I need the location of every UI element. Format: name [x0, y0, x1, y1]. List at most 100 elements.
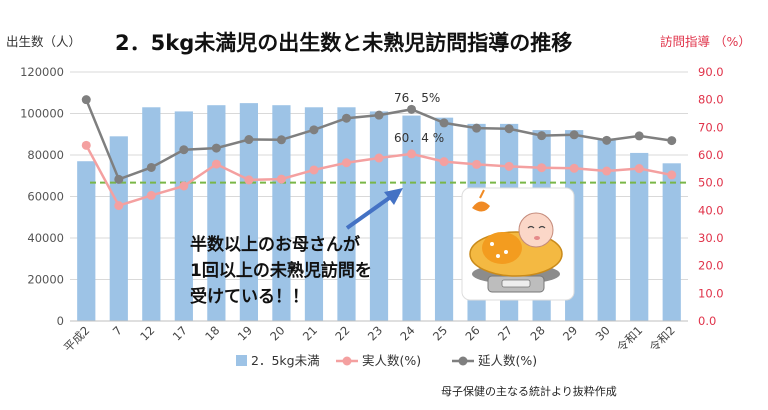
left-axis-title: 出生数（人）: [6, 34, 81, 49]
right-tick-label: 60.0: [698, 148, 724, 162]
bar: [174, 111, 193, 321]
legend-label-bars: 2．5kg未満: [251, 353, 320, 368]
x-tick-label: 24: [397, 323, 417, 343]
jitsu-point: [472, 159, 482, 169]
left-tick-label: 80000: [27, 148, 64, 162]
jitsu-point: [211, 159, 221, 169]
jitsu-point: [634, 164, 644, 174]
x-tick-label: 30: [593, 323, 613, 343]
nobe-point: [211, 143, 221, 153]
right-tick-label: 0.0: [698, 314, 716, 328]
bar: [630, 152, 649, 321]
bar: [304, 107, 324, 322]
x-tick-label: 20: [267, 323, 287, 343]
bar: [434, 117, 454, 322]
left-tick-label: 0: [57, 314, 64, 328]
x-tick-label: 18: [202, 323, 222, 343]
bar: [337, 107, 356, 322]
legend-item-nobe: 延人数(%): [452, 353, 537, 368]
nobe-point: [179, 145, 189, 155]
bar: [239, 103, 259, 321]
nobe-point: [667, 136, 677, 146]
bar-series: [77, 103, 681, 322]
nobe-point: [244, 135, 254, 145]
x-tick-label: 21: [300, 323, 320, 343]
legend-swatch-bars: [236, 355, 247, 366]
jitsu-point: [341, 158, 351, 168]
jitsu-point: [179, 181, 189, 191]
nobe-point: [374, 110, 384, 120]
bar: [77, 161, 96, 321]
nobe-point: [537, 131, 547, 141]
bar: [597, 138, 616, 321]
left-tick-label: 40000: [27, 231, 64, 245]
x-tick-label: 令和2: [647, 323, 678, 354]
nobe-point: [114, 174, 124, 184]
x-tick-label: 19: [235, 323, 255, 343]
right-tick-label: 40.0: [698, 203, 724, 217]
x-tick-label: 平成2: [61, 323, 92, 354]
legend-label-nobe: 延人数(%): [478, 353, 537, 368]
annotation-line-2: 1回以上の未熟児訪問を: [190, 260, 372, 281]
source-note: 母子保健の主なる統計より抜粋作成: [441, 384, 617, 398]
legend: 2．5kg未満 実人数(%) 延人数(%): [236, 353, 537, 368]
nobe-point: [569, 130, 579, 140]
bar: [142, 107, 161, 322]
left-tick-label: 120000: [20, 65, 64, 79]
legend-marker-jitsu: [342, 356, 352, 366]
jitsu-point: [374, 153, 384, 163]
bar: [207, 105, 226, 321]
jitsu-point: [537, 163, 547, 173]
legend-item-jitsu: 実人数(%): [336, 353, 421, 368]
nobe-point: [407, 104, 417, 114]
right-tick-label: 10.0: [698, 286, 724, 300]
jitsu-point: [114, 201, 124, 211]
jitsu-point: [667, 170, 677, 180]
jitsu-point: [504, 161, 514, 171]
x-tick-label: 令和1: [614, 323, 645, 354]
left-tick-label: 60000: [27, 190, 64, 204]
left-tick-label: 20000: [27, 273, 64, 287]
legend-item-bars: 2．5kg未満: [236, 353, 320, 368]
right-tick-label: 90.0: [698, 65, 724, 79]
annotation-line-1: 半数以上のお母さんが: [190, 234, 360, 255]
x-tick-label: 25: [430, 323, 450, 343]
bar: [402, 115, 421, 321]
legend-label-jitsu: 実人数(%): [362, 353, 421, 368]
jitsu-point: [244, 175, 254, 185]
nobe-point: [276, 135, 286, 145]
x-tick-label: 17: [170, 323, 190, 343]
nobe-point: [602, 135, 612, 145]
jitsu-point: [146, 190, 156, 200]
x-tick-label: 23: [365, 323, 385, 343]
jitsu-point: [81, 140, 91, 150]
bar: [662, 163, 681, 321]
jitsu-point: [276, 174, 286, 184]
jitsu-point: [602, 166, 612, 176]
bar: [369, 111, 389, 321]
nobe-point: [504, 124, 514, 134]
baby-on-scale-illustration: [461, 187, 575, 301]
nobe-point: [146, 162, 156, 172]
jitsu-point: [407, 149, 417, 159]
data-label-jitsu-peak: 60．4 %: [394, 131, 444, 145]
annotation-line-3: 受けている！！: [190, 286, 309, 307]
chart-title: 2．5kg未満児の出生数と未熟児訪問指導の推移: [115, 31, 572, 55]
bar: [272, 105, 291, 321]
right-axis-title: 訪問指導 （%）: [660, 34, 751, 49]
nobe-point: [634, 131, 644, 141]
right-tick-label: 50.0: [698, 176, 724, 190]
right-tick-label: 70.0: [698, 120, 724, 134]
nobe-point: [472, 123, 482, 133]
x-tick-label: 28: [528, 323, 548, 343]
jitsu-point: [439, 157, 449, 167]
line-series: [81, 95, 677, 211]
jitsu-point: [569, 163, 579, 173]
nobe-point: [81, 95, 91, 105]
x-tick-label: 7: [110, 323, 125, 338]
right-tick-label: 80.0: [698, 93, 724, 107]
x-tick-label: 22: [332, 323, 352, 343]
left-tick-label: 100000: [20, 107, 64, 121]
